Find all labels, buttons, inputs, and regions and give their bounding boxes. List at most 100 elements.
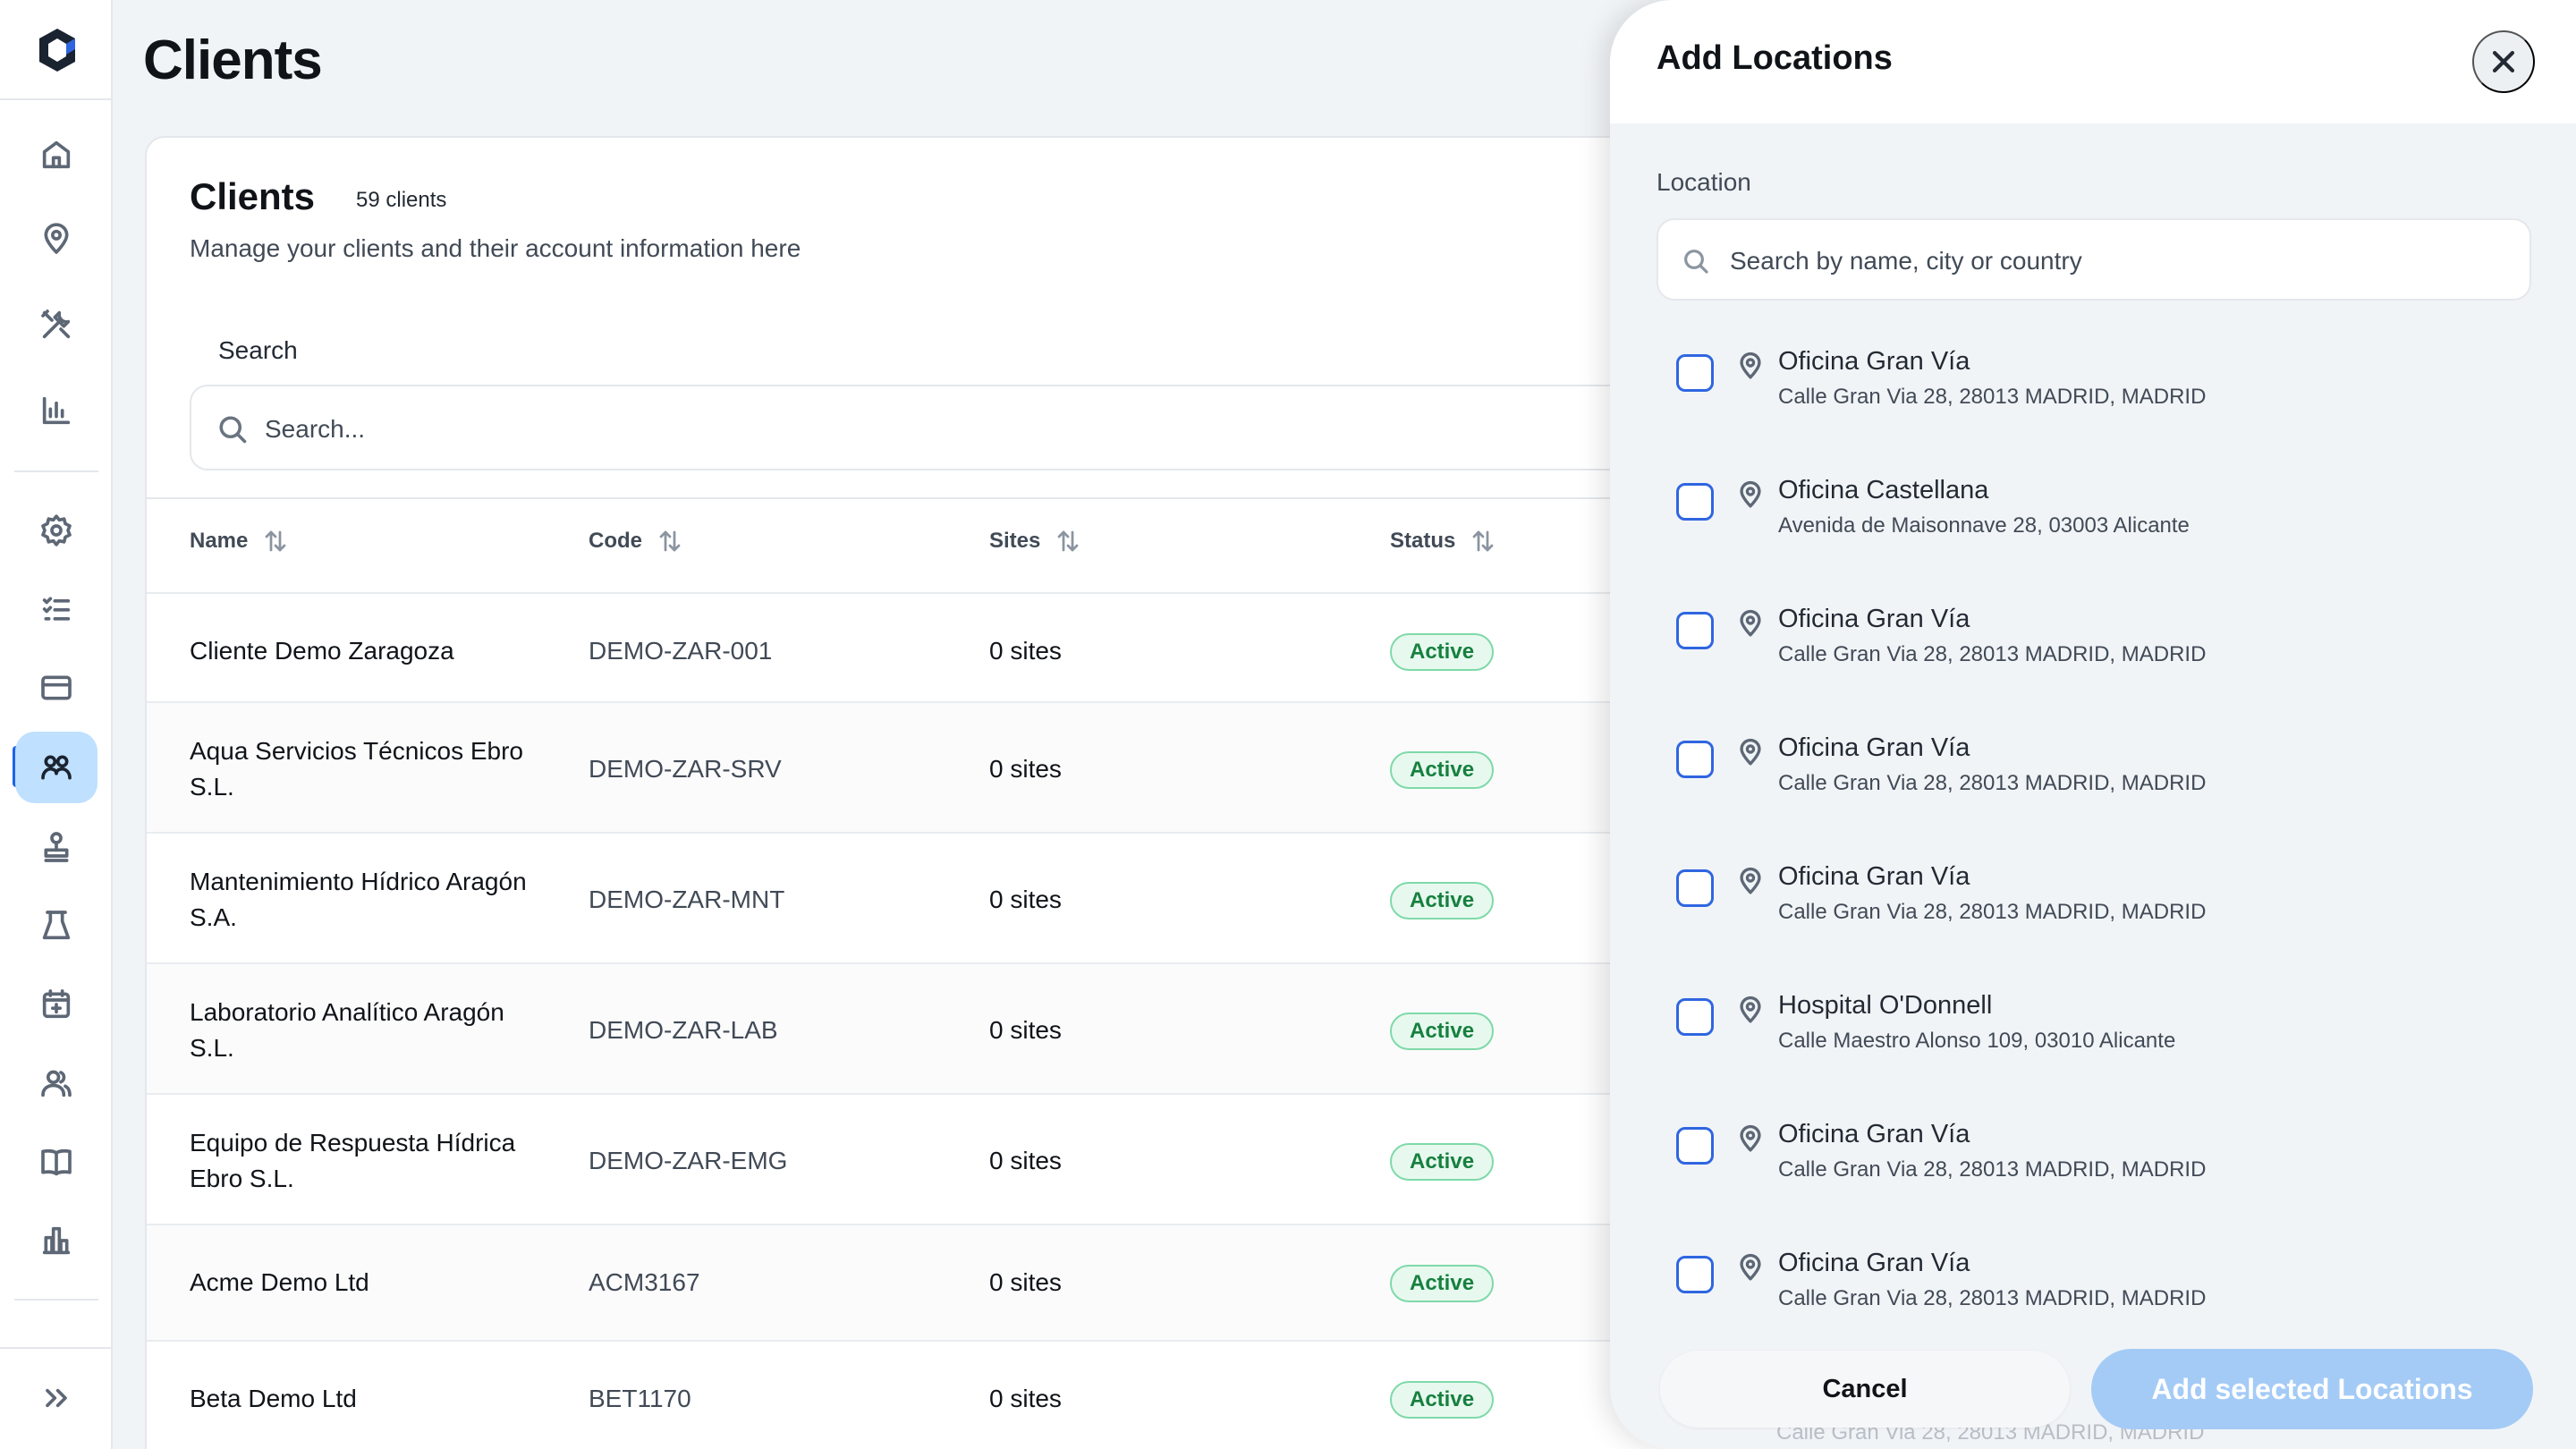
location-name: Oficina Gran Vía	[1778, 862, 1970, 891]
client-name: Cliente Demo Zaragoza	[190, 637, 454, 665]
panel-header: Add Locations	[1610, 0, 2576, 123]
client-code: DEMO-ZAR-LAB	[589, 1016, 778, 1044]
nav-billing[interactable]	[34, 665, 79, 710]
location-name: Hospital O'Donnell	[1778, 991, 1993, 1020]
client-code: DEMO-ZAR-001	[589, 637, 773, 665]
search-icon	[219, 416, 247, 444]
client-sites: 0 sites	[989, 1385, 1062, 1412]
client-name: Beta Demo Ltd	[190, 1385, 357, 1412]
close-button[interactable]	[2472, 30, 2535, 93]
location-item[interactable]: Oficina Gran Vía Calle Gran Via 28, 2801…	[1676, 728, 2517, 809]
sort-icon	[1472, 530, 1494, 552]
location-name: Oficina Gran Vía	[1778, 347, 1970, 376]
map-pin-icon	[1740, 1124, 1761, 1152]
sort-icon	[1058, 530, 1079, 552]
book-icon	[41, 1149, 72, 1176]
table-row[interactable]: Mantenimiento Hídrico Aragón S.A. DEMO-Z…	[147, 832, 1846, 962]
column-header-name[interactable]: Name	[190, 528, 289, 555]
table-row[interactable]: Equipo de Respuesta Hídrica Ebro S.L. DE…	[147, 1093, 1846, 1224]
location-item[interactable]: Oficina Gran Vía Calle Gran Via 28, 2801…	[1676, 342, 2517, 422]
location-item[interactable]: Hospital O'Donnell Calle Maestro Alonso …	[1676, 986, 2517, 1066]
location-address: Calle Maestro Alonso 109, 03010 Alicante	[1778, 1029, 2176, 1053]
location-checkbox[interactable]	[1676, 869, 1714, 907]
table-row[interactable]: Aqua Servicios Técnicos Ebro S.L. DEMO-Z…	[147, 701, 1846, 832]
location-checkbox[interactable]	[1676, 612, 1714, 649]
location-search-box[interactable]	[1657, 218, 2531, 301]
location-item[interactable]: Oficina Gran Vía Calle Gran Via 28, 2801…	[1676, 599, 2517, 680]
clients-icon	[41, 755, 72, 780]
clients-card: Clients 59 clients Manage your clients a…	[145, 136, 1889, 1449]
nav-reports[interactable]	[34, 388, 79, 433]
add-selected-locations-button[interactable]: Add selected Locations	[2091, 1349, 2533, 1429]
status-badge: Active	[1390, 633, 1495, 671]
table-row[interactable]: Laboratorio Analítico Aragón S.L. DEMO-Z…	[147, 962, 1846, 1093]
calendar-plus-icon	[42, 989, 71, 1019]
client-name: Laboratorio Analítico Aragón S.L.	[190, 998, 504, 1062]
location-checkbox[interactable]	[1676, 741, 1714, 778]
card-subtitle: Manage your clients and their account in…	[190, 234, 801, 262]
location-checkbox[interactable]	[1676, 483, 1714, 521]
tools-icon	[41, 309, 71, 339]
column-label: Code	[589, 529, 642, 553]
nav-home[interactable]	[34, 132, 79, 177]
client-code: DEMO-ZAR-MNT	[589, 886, 785, 913]
cancel-button[interactable]: Cancel	[1660, 1351, 2070, 1428]
client-sites: 0 sites	[989, 1147, 1062, 1174]
status-badge: Active	[1390, 1143, 1495, 1181]
nav-lab[interactable]	[34, 903, 79, 948]
location-item[interactable]: Oficina Gran Vía Calle Gran Via 28, 2801…	[1676, 1114, 2517, 1195]
column-header-code[interactable]: Code	[589, 528, 683, 555]
table-row[interactable]: Beta Demo Ltd BET1170 0 sites Active	[147, 1340, 1846, 1449]
status-badge: Active	[1390, 751, 1495, 789]
client-code: BET1170	[589, 1385, 691, 1412]
credit-card-icon	[41, 675, 72, 700]
status-badge: Active	[1390, 1265, 1495, 1302]
nav-calendar[interactable]	[34, 982, 79, 1027]
panel-title: Add Locations	[1657, 39, 1893, 77]
nav-clients[interactable]	[15, 732, 97, 803]
nav-sites[interactable]	[34, 1218, 79, 1263]
client-sites: 0 sites	[989, 886, 1062, 913]
nav-locations[interactable]	[34, 216, 79, 261]
home-icon	[42, 140, 71, 169]
location-name: Oficina Gran Vía	[1778, 1120, 1970, 1148]
nav-tools[interactable]	[34, 302, 79, 347]
flask-icon	[42, 911, 71, 940]
nav-docs[interactable]	[34, 1140, 79, 1184]
stamp-icon	[44, 832, 69, 862]
client-sites: 0 sites	[989, 1016, 1062, 1044]
location-name: Oficina Castellana	[1778, 476, 1989, 504]
map-pin-icon	[44, 223, 69, 254]
search-label: Search	[218, 336, 298, 364]
search-input[interactable]	[265, 404, 1696, 454]
sort-icon	[659, 530, 681, 552]
nav-approvals[interactable]	[34, 825, 79, 869]
close-icon	[2492, 50, 2515, 73]
map-pin-icon	[1740, 867, 1761, 894]
nav-tasks[interactable]	[34, 587, 79, 631]
brand-logo-icon[interactable]	[34, 25, 80, 75]
nav-users[interactable]	[34, 1061, 79, 1106]
sidebar-divider	[14, 1299, 98, 1301]
location-checkbox[interactable]	[1676, 354, 1714, 392]
location-address: Calle Gran Via 28, 28013 MADRID, MADRID	[1778, 1286, 2207, 1310]
location-search-input[interactable]	[1730, 236, 2499, 286]
column-header-sites[interactable]: Sites	[989, 528, 1081, 555]
table-row[interactable]: Cliente Demo Zaragoza DEMO-ZAR-001 0 sit…	[147, 592, 1846, 708]
add-locations-panel: Add Locations Location Oficina Gran Vía …	[1610, 0, 2576, 1449]
location-checkbox[interactable]	[1676, 1256, 1714, 1293]
gear-icon	[41, 514, 72, 547]
location-address: Avenida de Maisonnave 28, 03003 Alicante	[1778, 513, 2190, 538]
column-header-status[interactable]: Status	[1390, 528, 1496, 555]
sidebar-expand-button[interactable]	[34, 1376, 79, 1420]
location-checkbox[interactable]	[1676, 1127, 1714, 1165]
search-box[interactable]	[190, 385, 1889, 470]
location-checkbox[interactable]	[1676, 998, 1714, 1036]
location-item[interactable]: Oficina Castellana Avenida de Maisonnave…	[1676, 470, 2517, 551]
client-name: Equipo de Respuesta Hídrica Ebro S.L.	[190, 1129, 516, 1192]
location-item[interactable]: Oficina Gran Vía Calle Gran Via 28, 2801…	[1676, 857, 2517, 937]
location-item[interactable]: Oficina Gran Vía Calle Gran Via 28, 2801…	[1676, 1243, 2517, 1324]
checklist-icon	[42, 597, 71, 621]
nav-settings[interactable]	[34, 508, 79, 553]
table-row[interactable]: Acme Demo Ltd ACM3167 0 sites Active	[147, 1224, 1846, 1340]
